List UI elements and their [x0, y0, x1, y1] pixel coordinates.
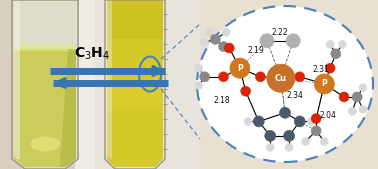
Polygon shape	[75, 0, 105, 169]
Circle shape	[307, 117, 315, 125]
Polygon shape	[12, 0, 78, 169]
Circle shape	[218, 42, 228, 52]
Circle shape	[210, 34, 220, 44]
Polygon shape	[90, 0, 200, 169]
Circle shape	[195, 81, 203, 89]
Circle shape	[218, 72, 228, 82]
Circle shape	[195, 64, 203, 72]
Circle shape	[314, 74, 335, 94]
Text: 2.04: 2.04	[320, 111, 337, 120]
Circle shape	[359, 84, 367, 92]
Text: 2.18: 2.18	[214, 96, 230, 105]
Text: Cu: Cu	[275, 74, 287, 83]
Polygon shape	[0, 0, 95, 169]
Circle shape	[325, 63, 335, 73]
Circle shape	[352, 92, 362, 102]
Polygon shape	[107, 0, 163, 39]
Circle shape	[256, 72, 265, 82]
Circle shape	[260, 34, 274, 48]
Text: P: P	[237, 64, 243, 73]
Polygon shape	[105, 0, 165, 169]
Circle shape	[267, 64, 295, 92]
Polygon shape	[14, 0, 76, 47]
Polygon shape	[60, 49, 76, 167]
Circle shape	[241, 86, 251, 96]
Polygon shape	[105, 0, 112, 159]
Circle shape	[200, 72, 210, 82]
Circle shape	[224, 43, 234, 53]
Circle shape	[284, 130, 294, 141]
Ellipse shape	[30, 137, 60, 151]
Circle shape	[348, 107, 356, 115]
Circle shape	[253, 116, 264, 127]
Text: 2.22: 2.22	[272, 28, 288, 37]
Circle shape	[311, 114, 321, 124]
Polygon shape	[107, 0, 163, 167]
Circle shape	[359, 105, 367, 113]
Polygon shape	[107, 79, 163, 109]
Ellipse shape	[197, 6, 373, 162]
Circle shape	[311, 126, 321, 136]
Circle shape	[295, 72, 305, 82]
Circle shape	[286, 34, 300, 48]
Circle shape	[265, 130, 276, 141]
Text: P: P	[321, 79, 327, 89]
Text: C$_3$H$_4$: C$_3$H$_4$	[74, 46, 110, 62]
Text: 2.31: 2.31	[312, 65, 329, 74]
Circle shape	[331, 49, 341, 59]
Circle shape	[206, 28, 214, 36]
Circle shape	[302, 138, 310, 146]
Circle shape	[244, 117, 252, 125]
Circle shape	[338, 40, 346, 48]
Text: 2.34: 2.34	[287, 91, 304, 100]
Circle shape	[285, 143, 293, 151]
Circle shape	[201, 38, 209, 46]
Text: 2.19: 2.19	[247, 46, 264, 55]
Polygon shape	[14, 44, 76, 51]
Circle shape	[326, 40, 334, 48]
Circle shape	[222, 28, 230, 36]
Polygon shape	[14, 0, 20, 159]
Circle shape	[266, 143, 274, 151]
Circle shape	[339, 92, 349, 102]
Circle shape	[230, 58, 250, 78]
Polygon shape	[14, 49, 76, 167]
Circle shape	[279, 107, 291, 118]
Circle shape	[294, 116, 305, 127]
Circle shape	[321, 138, 328, 146]
